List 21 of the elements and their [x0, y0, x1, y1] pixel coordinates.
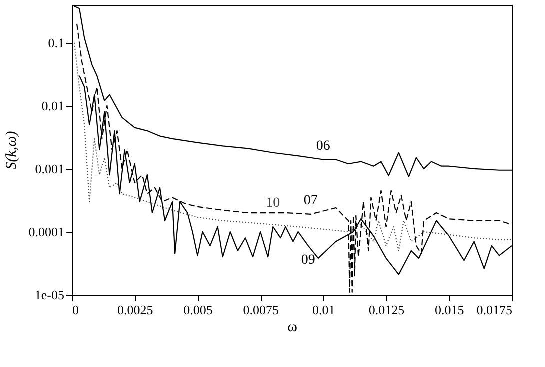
series-label: 10 — [266, 196, 280, 211]
y-tick-label: 0.1 — [48, 35, 64, 50]
x-tick-label: 0 — [72, 302, 79, 318]
x-tick-label: 0.01 — [312, 302, 336, 318]
x-tick-label: 0.005 — [184, 302, 213, 318]
x-tick-label: 0.0175 — [476, 302, 512, 318]
series-label: 09 — [301, 252, 316, 268]
x-tick-label: 0.015 — [435, 302, 464, 318]
series-label: 07 — [304, 193, 318, 208]
y-tick-label: 1e-05 — [34, 288, 64, 302]
line-series — [76, 23, 512, 293]
y-tick-label: 0.01 — [42, 98, 64, 114]
x-tick-label: 0.0025 — [117, 302, 154, 318]
y-tick-label: 0.001 — [35, 161, 64, 176]
line-series — [74, 42, 512, 252]
x-axis-title: ω — [288, 320, 298, 336]
x-tick-label: 0.0075 — [243, 302, 279, 318]
series-label: 06 — [316, 138, 330, 154]
y-axis-title: S(k,ω) — [4, 131, 20, 170]
x-tick-label: 0.0125 — [368, 302, 405, 318]
y-tick-label: 0.0001 — [28, 224, 64, 240]
